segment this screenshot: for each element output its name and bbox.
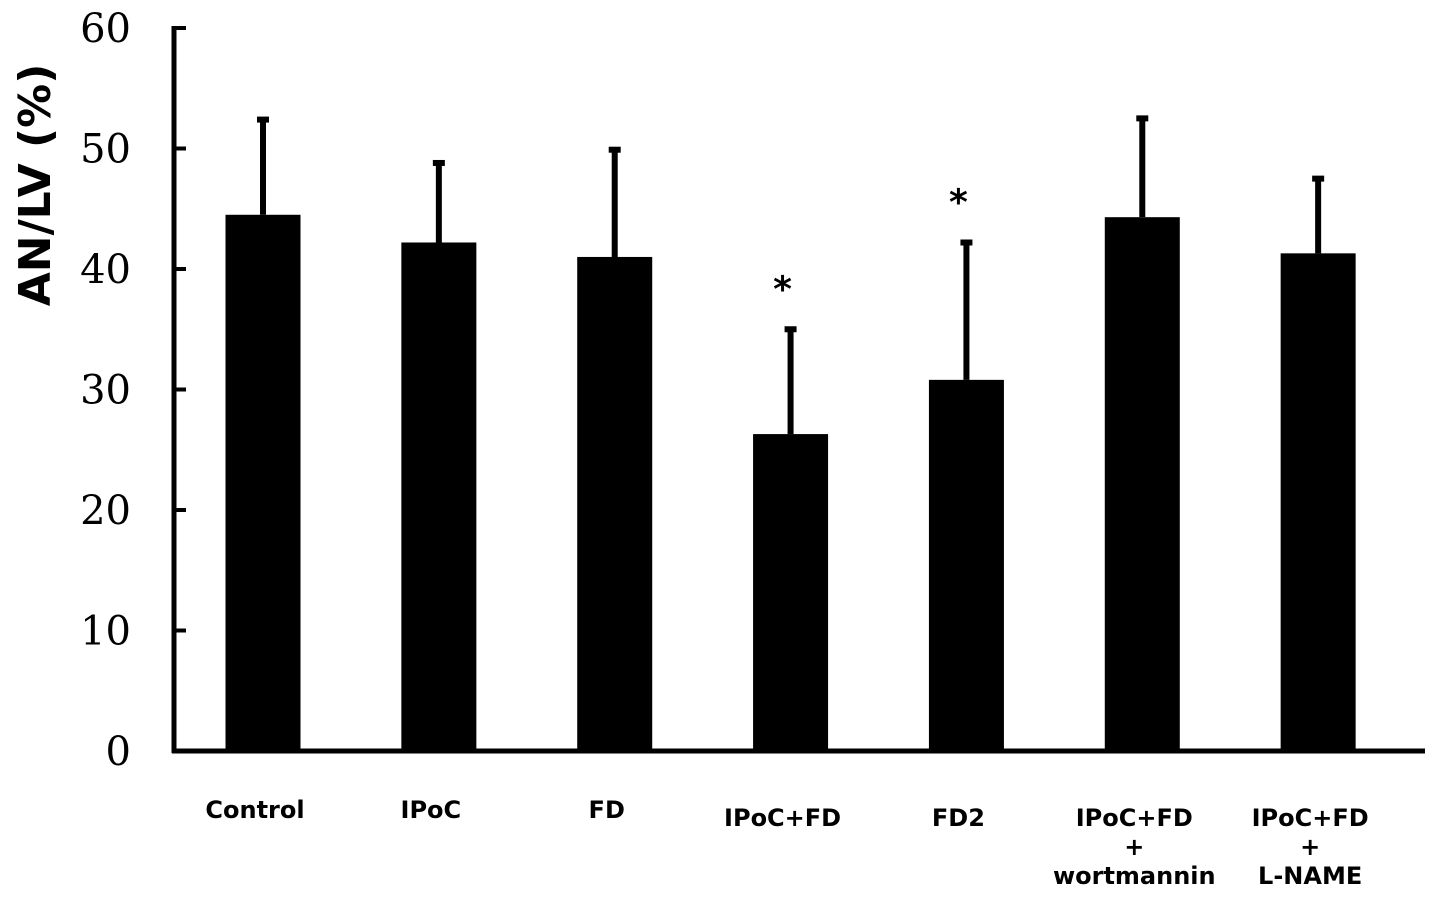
significance-markers: ** — [773, 182, 968, 310]
bar — [1104, 217, 1180, 751]
y-tick-label: 10 — [80, 609, 131, 655]
category-label: L-NAME — [1258, 862, 1362, 890]
y-tick-label: 30 — [80, 368, 131, 414]
category-label: IPoC+FD — [1252, 804, 1369, 832]
y-tick-label: 40 — [80, 247, 131, 293]
y-ticks: 0 10 20 30 40 50 60 — [80, 6, 186, 775]
y-axis-title-group: AN/LV (%) — [10, 64, 61, 307]
y-axis-title: AN/LV (%) — [10, 64, 61, 307]
y-tick-label: 0 — [106, 729, 131, 775]
bars — [225, 214, 1356, 752]
bar — [401, 242, 477, 752]
category-label: FD — [589, 796, 625, 824]
category-label: IPoC+FD — [724, 804, 841, 832]
y-tick-label: 20 — [80, 488, 131, 534]
category-label: + — [1300, 833, 1320, 861]
significance-star: * — [949, 182, 968, 223]
category-label: IPoC+FD — [1076, 804, 1193, 832]
bar — [753, 434, 829, 751]
bar — [928, 379, 1004, 751]
category-label: Control — [205, 796, 304, 824]
category-label: FD2 — [932, 804, 985, 832]
bar — [225, 214, 301, 751]
y-tick-label: 60 — [80, 6, 131, 52]
significance-star: * — [773, 269, 792, 310]
category-label: IPoC — [401, 796, 462, 824]
category-labels: Control IPoC FD IPoC+FD FD2 IPoC+FD+wortmanni… — [205, 796, 1368, 890]
category-label: wortmannin — [1053, 862, 1216, 890]
bar — [1280, 253, 1356, 751]
error-bars — [257, 115, 1325, 435]
bar — [577, 256, 653, 751]
y-tick-label: 50 — [80, 127, 131, 173]
category-label: + — [1124, 833, 1144, 861]
